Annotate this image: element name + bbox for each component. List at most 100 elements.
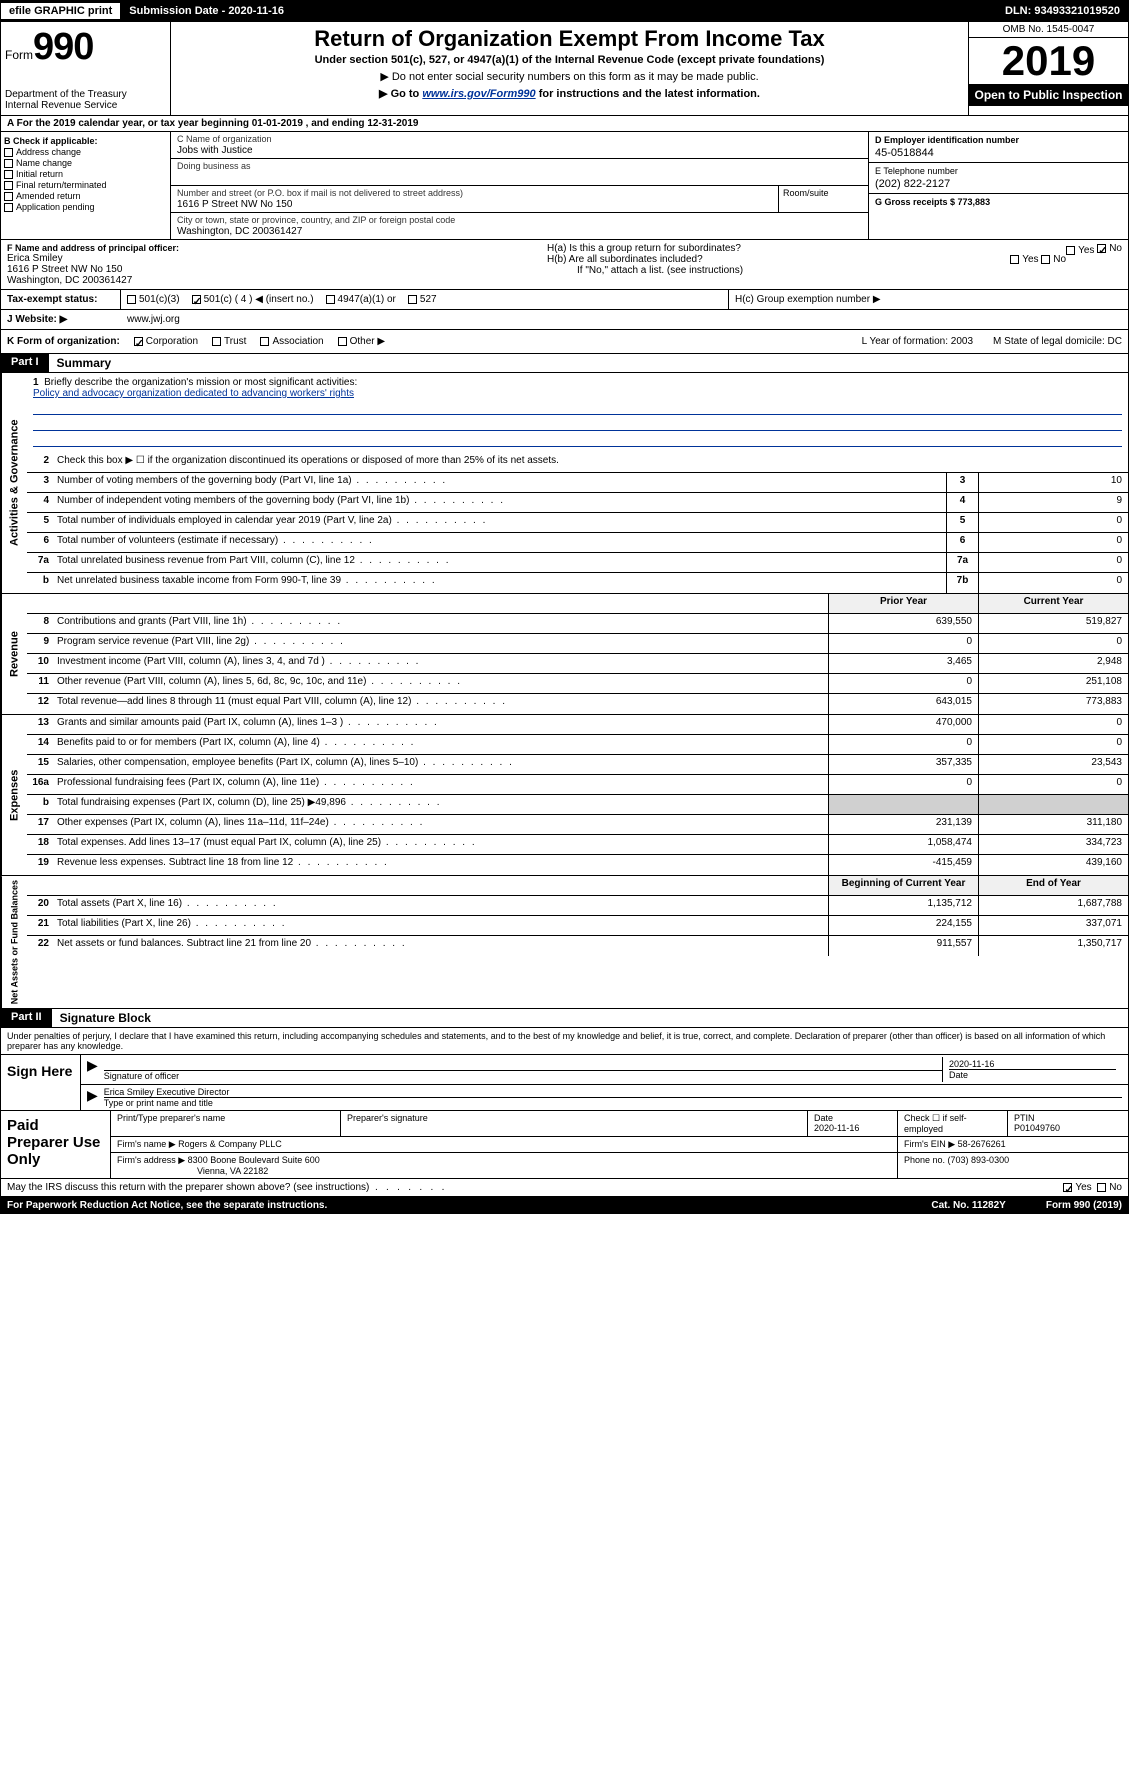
hb-subordinates: H(b) Are all subordinates included? Yes … <box>547 254 1122 265</box>
ha-yes[interactable]: Yes <box>1066 245 1094 256</box>
summary-row: 6Total number of volunteers (estimate if… <box>27 533 1128 553</box>
state-domicile: M State of legal domicile: DC <box>993 336 1122 347</box>
firm-phone: Phone no. (703) 893-0300 <box>898 1153 1128 1178</box>
netassets-row: 22Net assets or fund balances. Subtract … <box>27 936 1128 956</box>
revenue-row: 12Total revenue—add lines 8 through 11 (… <box>27 694 1128 714</box>
tel-label: E Telephone number <box>875 166 1122 176</box>
goto-link-row: ▶ Go to www.irs.gov/Form990 for instruct… <box>179 87 960 100</box>
part2-tag: Part II <box>1 1009 52 1027</box>
sign-here-label: Sign Here <box>1 1055 81 1110</box>
net-assets-section: Net Assets or Fund Balances Beginning of… <box>0 876 1129 1009</box>
irs-link[interactable]: www.irs.gov/Form990 <box>422 88 535 100</box>
summary-row: 4Number of independent voting members of… <box>27 493 1128 513</box>
firm-addr2: Vienna, VA 22182 <box>117 1166 891 1176</box>
ptin-label: PTIN <box>1014 1113 1122 1123</box>
expense-row: 14Benefits paid to or for members (Part … <box>27 735 1128 755</box>
begin-year-header: Beginning of Current Year <box>828 876 978 895</box>
officer-label: F Name and address of principal officer: <box>7 243 535 253</box>
expense-row: 13Grants and similar amounts paid (Part … <box>27 715 1128 735</box>
ha-group-return: H(a) Is this a group return for subordin… <box>547 243 1122 254</box>
cb-4947[interactable]: 4947(a)(1) or <box>326 294 396 305</box>
city-state-zip: Washington, DC 200361427 <box>177 226 862 237</box>
revenue-row: 11Other revenue (Part VIII, column (A), … <box>27 674 1128 694</box>
firm-name-label: Firm's name ▶ <box>117 1139 176 1149</box>
form-label: Form <box>5 48 33 62</box>
line1-label: Briefly describe the organization's miss… <box>44 377 357 388</box>
revenue-row: 9Program service revenue (Part VIII, lin… <box>27 634 1128 654</box>
arrow-icon: ▶ <box>87 1087 98 1108</box>
cb-app-pending[interactable]: Application pending <box>4 202 167 212</box>
cb-501c[interactable]: 501(c) ( 4 ) ◀ (insert no.) <box>192 294 314 305</box>
cb-527[interactable]: 527 <box>408 294 437 305</box>
paid-preparer-label: Paid Preparer Use Only <box>1 1111 111 1178</box>
entity-block: B Check if applicable: Address change Na… <box>0 132 1129 240</box>
discuss-no[interactable]: No <box>1097 1182 1122 1193</box>
part2-title: Signature Block <box>52 1009 1128 1027</box>
summary-row: 3Number of voting members of the governi… <box>27 473 1128 493</box>
discuss-question: May the IRS discuss this return with the… <box>7 1182 369 1193</box>
hb-yes[interactable]: Yes <box>1010 254 1038 265</box>
line-a-taxyear: A For the 2019 calendar year, or tax yea… <box>0 116 1129 132</box>
firm-addr-label: Firm's address ▶ <box>117 1155 185 1165</box>
officer-print-name: Erica Smiley Executive Director <box>104 1087 1122 1098</box>
cb-corporation[interactable]: Corporation <box>134 336 198 347</box>
org-name: Jobs with Justice <box>177 145 862 156</box>
submission-date: Submission Date - 2020-11-16 <box>121 3 292 19</box>
expense-row: 18Total expenses. Add lines 13–17 (must … <box>27 835 1128 855</box>
sig-date-label: Date <box>949 1069 1116 1080</box>
checkbox-heading: B Check if applicable: <box>4 136 167 146</box>
officer-addr2: Washington, DC 200361427 <box>7 275 535 286</box>
cb-final-return[interactable]: Final return/terminated <box>4 180 167 190</box>
cb-name-change[interactable]: Name change <box>4 158 167 168</box>
officer-row: F Name and address of principal officer:… <box>0 240 1129 290</box>
ha-no[interactable]: No <box>1097 243 1122 254</box>
firm-addr1: 8300 Boone Boulevard Suite 600 <box>188 1155 320 1165</box>
efile-label[interactable]: efile GRAPHIC print <box>1 3 121 19</box>
return-title: Return of Organization Exempt From Incom… <box>179 26 960 52</box>
addr-label: Number and street (or P.O. box if mail i… <box>177 188 772 198</box>
website-label: J Website: ▶ <box>1 310 121 329</box>
prep-name-label: Print/Type preparer's name <box>117 1113 334 1123</box>
line2-discontinued: Check this box ▶ ☐ if the organization d… <box>53 453 1128 472</box>
mission-text: Policy and advocacy organization dedicat… <box>33 388 1122 399</box>
footer-row: For Paperwork Reduction Act Notice, see … <box>0 1197 1129 1214</box>
cb-address-change[interactable]: Address change <box>4 147 167 157</box>
signature-block: Under penalties of perjury, I declare th… <box>0 1028 1129 1197</box>
summary-row: 7aTotal unrelated business revenue from … <box>27 553 1128 573</box>
ein-label: D Employer identification number <box>875 135 1122 145</box>
ssn-note: ▶ Do not enter social security numbers o… <box>179 70 960 83</box>
open-public-badge: Open to Public Inspection <box>969 84 1128 106</box>
expense-row: 16aProfessional fundraising fees (Part I… <box>27 775 1128 795</box>
room-suite-label: Room/suite <box>778 186 868 212</box>
dba-label: Doing business as <box>177 161 862 171</box>
summary-row: bNet unrelated business taxable income f… <box>27 573 1128 593</box>
dln: DLN: 93493321019520 <box>997 3 1128 19</box>
discuss-yes[interactable]: Yes <box>1063 1182 1091 1193</box>
part1-header: Part I Summary <box>0 354 1129 373</box>
end-year-header: End of Year <box>978 876 1128 895</box>
expense-row: 19Revenue less expenses. Subtract line 1… <box>27 855 1128 875</box>
hb-no[interactable]: No <box>1041 254 1066 265</box>
prior-year-header: Prior Year <box>828 594 978 613</box>
expense-row: bTotal fundraising expenses (Part IX, co… <box>27 795 1128 815</box>
prep-date-label: Date <box>814 1113 891 1123</box>
cb-trust[interactable]: Trust <box>212 336 246 347</box>
cb-amended[interactable]: Amended return <box>4 191 167 201</box>
website-value: www.jwj.org <box>121 310 1128 329</box>
tax-year: 2019 <box>969 38 1128 84</box>
form-header: Form 990 Department of the TreasuryInter… <box>0 22 1129 116</box>
firm-name: Rogers & Company PLLC <box>178 1139 282 1149</box>
cb-501c3[interactable]: 501(c)(3) <box>127 294 180 305</box>
tax-status-row: Tax-exempt status: 501(c)(3) 501(c) ( 4 … <box>0 290 1129 310</box>
cb-other[interactable]: Other ▶ <box>338 336 385 347</box>
expenses-section: Expenses 13Grants and similar amounts pa… <box>0 715 1129 876</box>
dept-treasury: Department of the TreasuryInternal Reven… <box>5 89 166 111</box>
tax-status-label: Tax-exempt status: <box>1 290 121 309</box>
cb-initial-return[interactable]: Initial return <box>4 169 167 179</box>
firm-ein: Firm's EIN ▶ 58-2676261 <box>898 1137 1128 1152</box>
cb-association[interactable]: Association <box>260 336 323 347</box>
side-label-netassets: Net Assets or Fund Balances <box>1 876 27 1008</box>
self-employed-check[interactable]: Check ☐ if self-employed <box>898 1111 1008 1136</box>
officer-name: Erica Smiley <box>7 253 535 264</box>
pra-notice: For Paperwork Reduction Act Notice, see … <box>7 1200 327 1211</box>
